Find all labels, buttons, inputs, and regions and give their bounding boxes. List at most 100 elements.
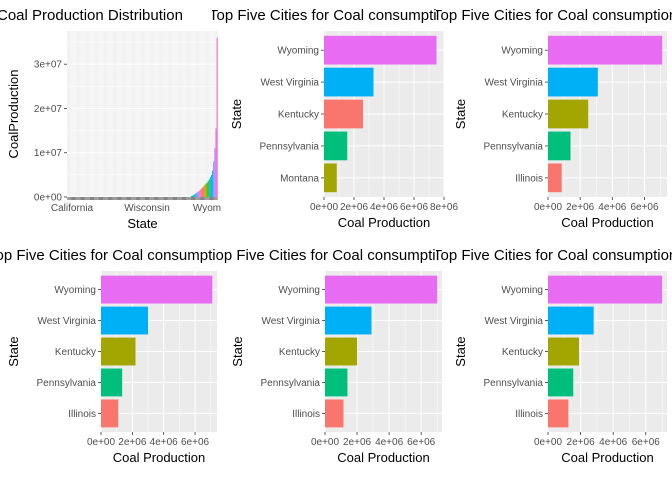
- x-axis-title: Coal Production: [561, 450, 654, 465]
- x-tick-label: 6e+06: [632, 437, 661, 448]
- x-tick-label: 2e+06: [343, 437, 372, 448]
- bar: [198, 190, 200, 197]
- y-axis-title: State: [229, 99, 244, 129]
- x-tick-label: 4e+06: [370, 202, 399, 213]
- y-tick-label: Pennsylvania: [261, 378, 321, 389]
- bar: [548, 306, 594, 335]
- x-tick-label: 6e+06: [400, 202, 429, 213]
- x-tick-label: 4e+06: [375, 437, 404, 448]
- bar: [197, 191, 199, 197]
- y-axis-title: State: [6, 336, 21, 366]
- y-tick-label: West Virginia: [484, 316, 543, 327]
- y-tick-label: Wyoming: [277, 46, 319, 57]
- bar: [203, 186, 205, 197]
- x-tick-label: 4e+06: [599, 437, 628, 448]
- bar: [214, 148, 216, 197]
- bar: [195, 193, 197, 197]
- bar: [196, 192, 198, 197]
- x-tick-label: 0e+00: [534, 202, 563, 213]
- x-tick-label: 6e+06: [630, 202, 659, 213]
- chart-5: Top Five Cities for Coal consumption 0e+0…: [433, 247, 672, 465]
- y-tick-label: Kentucky: [502, 110, 543, 121]
- bar: [210, 174, 212, 197]
- x-axis-title: Coal Production: [338, 215, 431, 230]
- bar: [213, 161, 215, 197]
- y-tick-label: West Virginia: [260, 78, 319, 89]
- bar: [548, 163, 562, 193]
- bar: [548, 275, 663, 304]
- y-tick-label: Wyoming: [501, 46, 543, 57]
- y-tick-label: West Virginia: [484, 78, 543, 89]
- bar: [212, 170, 214, 197]
- chart-1: Top Five Cities for Coal consumption 0e+0…: [209, 7, 458, 230]
- chart-0: Coal Production Distribution 0e+00 1e+07 2e…: [0, 7, 221, 231]
- title-group: Top Five Cities for Coal consumption: [208, 247, 452, 264]
- bar: [216, 37, 218, 197]
- x-tick-label: 2e+06: [340, 202, 369, 213]
- bar: [191, 195, 193, 197]
- y-tick-label: Wyoming: [278, 285, 320, 296]
- bar: [325, 337, 358, 366]
- chart-title: Coal Production Distribution: [0, 7, 183, 24]
- bar: [204, 185, 206, 197]
- y-tick-label: 1e+07: [34, 148, 63, 159]
- y-tick-label: 0e+00: [34, 193, 63, 204]
- y-tick-label: Wyoming: [501, 285, 543, 296]
- chart-3: Top Five Cities for Coal consumption 0e+0…: [0, 247, 232, 465]
- y-axis-title: CoalProduction: [6, 70, 21, 159]
- y-tick-label: Illinois: [515, 173, 543, 184]
- y-tick-label: Illinois: [515, 409, 543, 420]
- x-axis-title: Coal Production: [113, 450, 206, 465]
- title-group: Top Five Cities for Coal consumption: [433, 247, 672, 264]
- bar: [101, 337, 136, 366]
- y-tick-label: Kentucky: [278, 110, 319, 121]
- y-tick-label: West Virginia: [37, 316, 96, 327]
- chart-title: Top Five Cities for Coal consumption: [209, 7, 453, 24]
- bar: [194, 194, 196, 197]
- chart-title: Top Five Cities for Coal consumption: [433, 247, 672, 264]
- y-tick-label: 2e+07: [34, 104, 63, 115]
- bar: [207, 181, 209, 197]
- panel-background: [67, 31, 218, 197]
- bar: [548, 99, 589, 129]
- bar: [208, 179, 210, 197]
- bar: [548, 131, 571, 161]
- bar: [215, 128, 217, 197]
- bar: [193, 195, 195, 197]
- bar: [325, 275, 438, 304]
- bar: [548, 368, 574, 397]
- x-tick-label: 0e+00: [310, 202, 339, 213]
- y-tick-label: Montana: [280, 173, 319, 184]
- chart-2: Top Five Cities for Coal consumption 0e+0…: [436, 7, 672, 230]
- chart-title: Top Five Cities for Coal consumption: [208, 247, 452, 264]
- title-group: Top Five Cities for Coal consumption: [209, 7, 453, 24]
- x-tick-label: 4e+06: [150, 437, 179, 448]
- bar: [325, 306, 372, 335]
- x-tick-label: 2e+06: [567, 437, 596, 448]
- x-tick-label: 4e+06: [598, 202, 627, 213]
- y-tick-label: Kentucky: [279, 347, 320, 358]
- bar: [324, 99, 363, 129]
- bar: [190, 196, 192, 197]
- y-tick-label: Pennsylvania: [484, 378, 544, 389]
- y-axis-title: State: [453, 336, 468, 366]
- bar: [548, 35, 663, 65]
- bar: [325, 399, 344, 428]
- bar: [548, 399, 569, 428]
- y-tick-label: Pennsylvania: [37, 378, 97, 389]
- x-tick-label: 2e+06: [566, 202, 595, 213]
- y-axis-title: State: [453, 99, 468, 129]
- x-tick-label: Wyom: [193, 203, 221, 214]
- x-tick-label: 2e+06: [118, 437, 147, 448]
- chart-title: Top Five Cities for Coal consumption: [0, 247, 232, 264]
- y-tick-label: West Virginia: [261, 316, 320, 327]
- x-tick-label: 6e+06: [181, 437, 210, 448]
- x-axis-title: Coal Production: [561, 215, 654, 230]
- x-tick-label: 0e+00: [534, 437, 563, 448]
- y-tick-label: Illinois: [292, 409, 320, 420]
- y-tick-label: Pennsylvania: [260, 141, 320, 152]
- title-group: Top Five Cities for Coal consumption: [0, 247, 232, 264]
- bar: [324, 67, 374, 97]
- bar: [209, 177, 211, 197]
